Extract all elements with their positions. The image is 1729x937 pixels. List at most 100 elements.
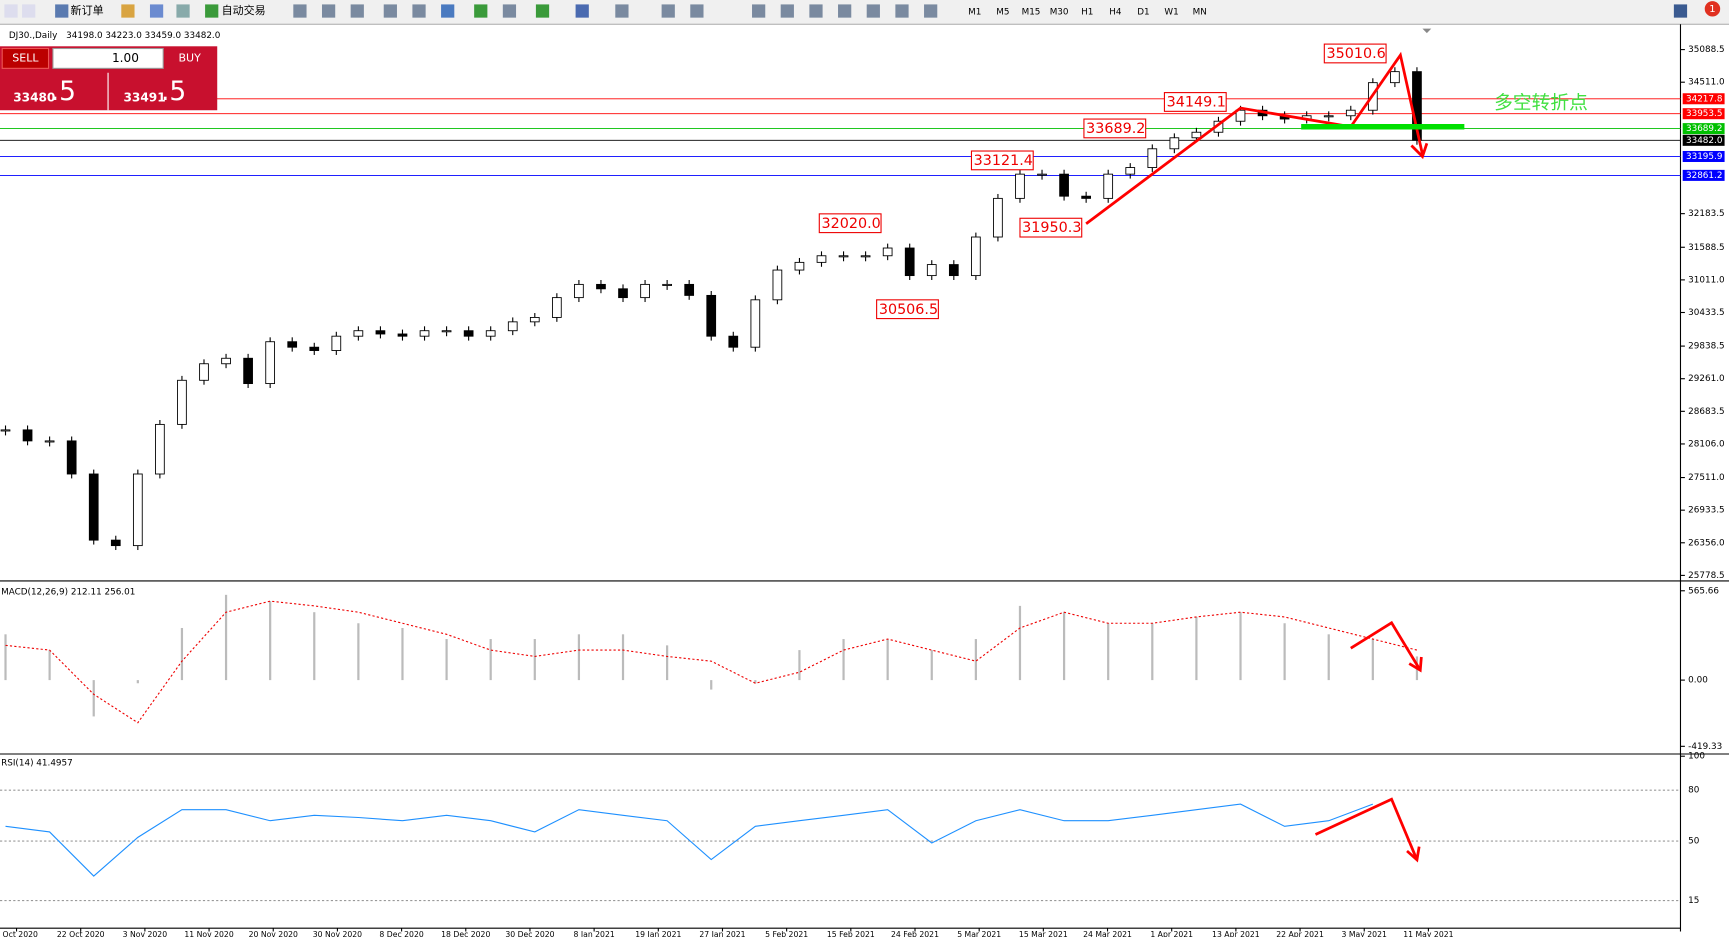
macd-bar [1195, 616, 1198, 681]
x-tick-label: 1 Apr 2021 [1150, 930, 1193, 937]
price-label-box [1682, 93, 1725, 105]
macd-bar [1151, 623, 1154, 681]
timeframe-button[interactable]: W1 [1164, 8, 1178, 18]
candle [1169, 137, 1180, 150]
lot-size[interactable]: 1.00 [112, 51, 139, 65]
ohlc: 34198.0 34223.0 33459.0 33482.0 [66, 31, 221, 41]
candle [640, 283, 650, 299]
y-tick-label: 26356.0 [1688, 538, 1725, 548]
bid-price[interactable]: 33480 [13, 91, 55, 105]
candle [44, 440, 55, 443]
ask-price[interactable]: 33491 [124, 91, 166, 105]
y-tick-label: 565.66 [1688, 586, 1719, 596]
annotation: 31950.3 [1022, 220, 1081, 236]
candle [397, 333, 408, 337]
candle [993, 197, 1003, 238]
macd-signal [5, 600, 1418, 724]
toolbar-icons [4, 4, 1688, 18]
annotation: 35010.6 [1327, 46, 1386, 62]
price-label: 32861.2 [1686, 171, 1722, 181]
x-tick-label: 3 Nov 2020 [123, 930, 168, 937]
timeframe-button[interactable]: H1 [1081, 8, 1093, 18]
timeframe-button[interactable]: M30 [1050, 8, 1069, 18]
candle [155, 423, 165, 475]
candle [199, 363, 209, 381]
macd-title: MACD(12,26,9) 212.11 256.01 [1, 587, 135, 597]
toolbar [0, 0, 1729, 25]
auto-trading-button[interactable]: 自动交易 [222, 3, 266, 17]
macd-bar [269, 601, 272, 681]
candle [662, 283, 672, 286]
candle [794, 261, 805, 271]
candle [1015, 173, 1025, 199]
macd-bar [445, 639, 448, 681]
symbol: DJ30.,Daily [9, 31, 58, 41]
candle [882, 247, 893, 257]
annotations [818, 43, 1387, 320]
candle [287, 341, 298, 348]
ask-price-big[interactable]: .5 [161, 76, 186, 107]
candle [1103, 173, 1114, 199]
candle [110, 539, 121, 547]
timeframe-button[interactable]: M1 [968, 8, 981, 18]
y-tick-label: 32183.5 [1688, 209, 1724, 219]
timeframe-button[interactable]: M5 [996, 8, 1009, 18]
macd-bar [48, 650, 51, 681]
candle [1235, 109, 1246, 122]
x-tick-label: 24 Mar 2021 [1083, 930, 1132, 937]
y-tick-label: 29261.0 [1688, 374, 1725, 384]
price-label: 33689.2 [1686, 124, 1722, 134]
candle [177, 379, 187, 425]
candle [706, 294, 717, 337]
bid-price-big[interactable]: .5 [51, 76, 76, 107]
candle [1125, 167, 1136, 175]
annotation: 30506.5 [879, 302, 938, 318]
y-tick-label: 50 [1688, 837, 1700, 847]
candle [441, 330, 452, 333]
macd-bar [533, 639, 536, 681]
candle [926, 264, 937, 277]
candle [485, 330, 496, 337]
y-tick-label: 27511.0 [1688, 473, 1725, 483]
notification-badge[interactable] [1704, 1, 1721, 17]
candle [1390, 71, 1400, 84]
x-tick-label: 3 May 2021 [1342, 930, 1387, 937]
new-order-button[interactable]: 新订单 [71, 3, 104, 17]
x-tick-label: 4 Oct 2020 [0, 930, 38, 937]
timeframe-button[interactable]: MN [1193, 8, 1207, 18]
y-tick-label: 25778.5 [1688, 571, 1724, 581]
x-tick-label: 24 Feb 2021 [891, 930, 939, 937]
macd-bar [577, 634, 581, 681]
macd-bar [489, 639, 492, 681]
sell-button[interactable]: SELL [12, 51, 39, 64]
candle [243, 357, 253, 385]
macd-bar [92, 680, 95, 717]
timeframe-button[interactable]: M15 [1022, 8, 1041, 18]
timeframe-button[interactable]: D1 [1137, 8, 1149, 18]
y-tick-label: 29838.5 [1688, 342, 1724, 352]
candle [265, 341, 276, 385]
y-tick-label: 15 [1688, 896, 1699, 906]
candle [221, 357, 231, 365]
x-tick-label: 15 Feb 2021 [827, 930, 875, 937]
buy-button[interactable]: BUY [178, 51, 201, 64]
price-label-box [1682, 123, 1725, 135]
timeframe-button[interactable]: H4 [1109, 8, 1122, 18]
macd-bar [4, 634, 7, 681]
one-click-panel: SELL 1.00 BUY 33480 .5 33491 .5 [0, 46, 218, 111]
annotation: 32020.0 [821, 216, 880, 232]
macd-bar [136, 680, 139, 684]
macd-bar [798, 650, 801, 681]
y-tick-label: 34511.0 [1688, 78, 1725, 88]
macd-bar [974, 639, 977, 681]
x-tick-label: 8 Jan 2021 [573, 930, 614, 937]
candle [772, 269, 783, 301]
x-tick-label: 5 Mar 2021 [957, 930, 1001, 937]
candle [66, 440, 77, 475]
y-tick-label: 100 [1688, 752, 1705, 762]
candle [838, 255, 849, 258]
candle [574, 283, 584, 299]
x-tick-label: 19 Jan 2021 [635, 930, 681, 937]
rsi-line [5, 803, 1374, 877]
